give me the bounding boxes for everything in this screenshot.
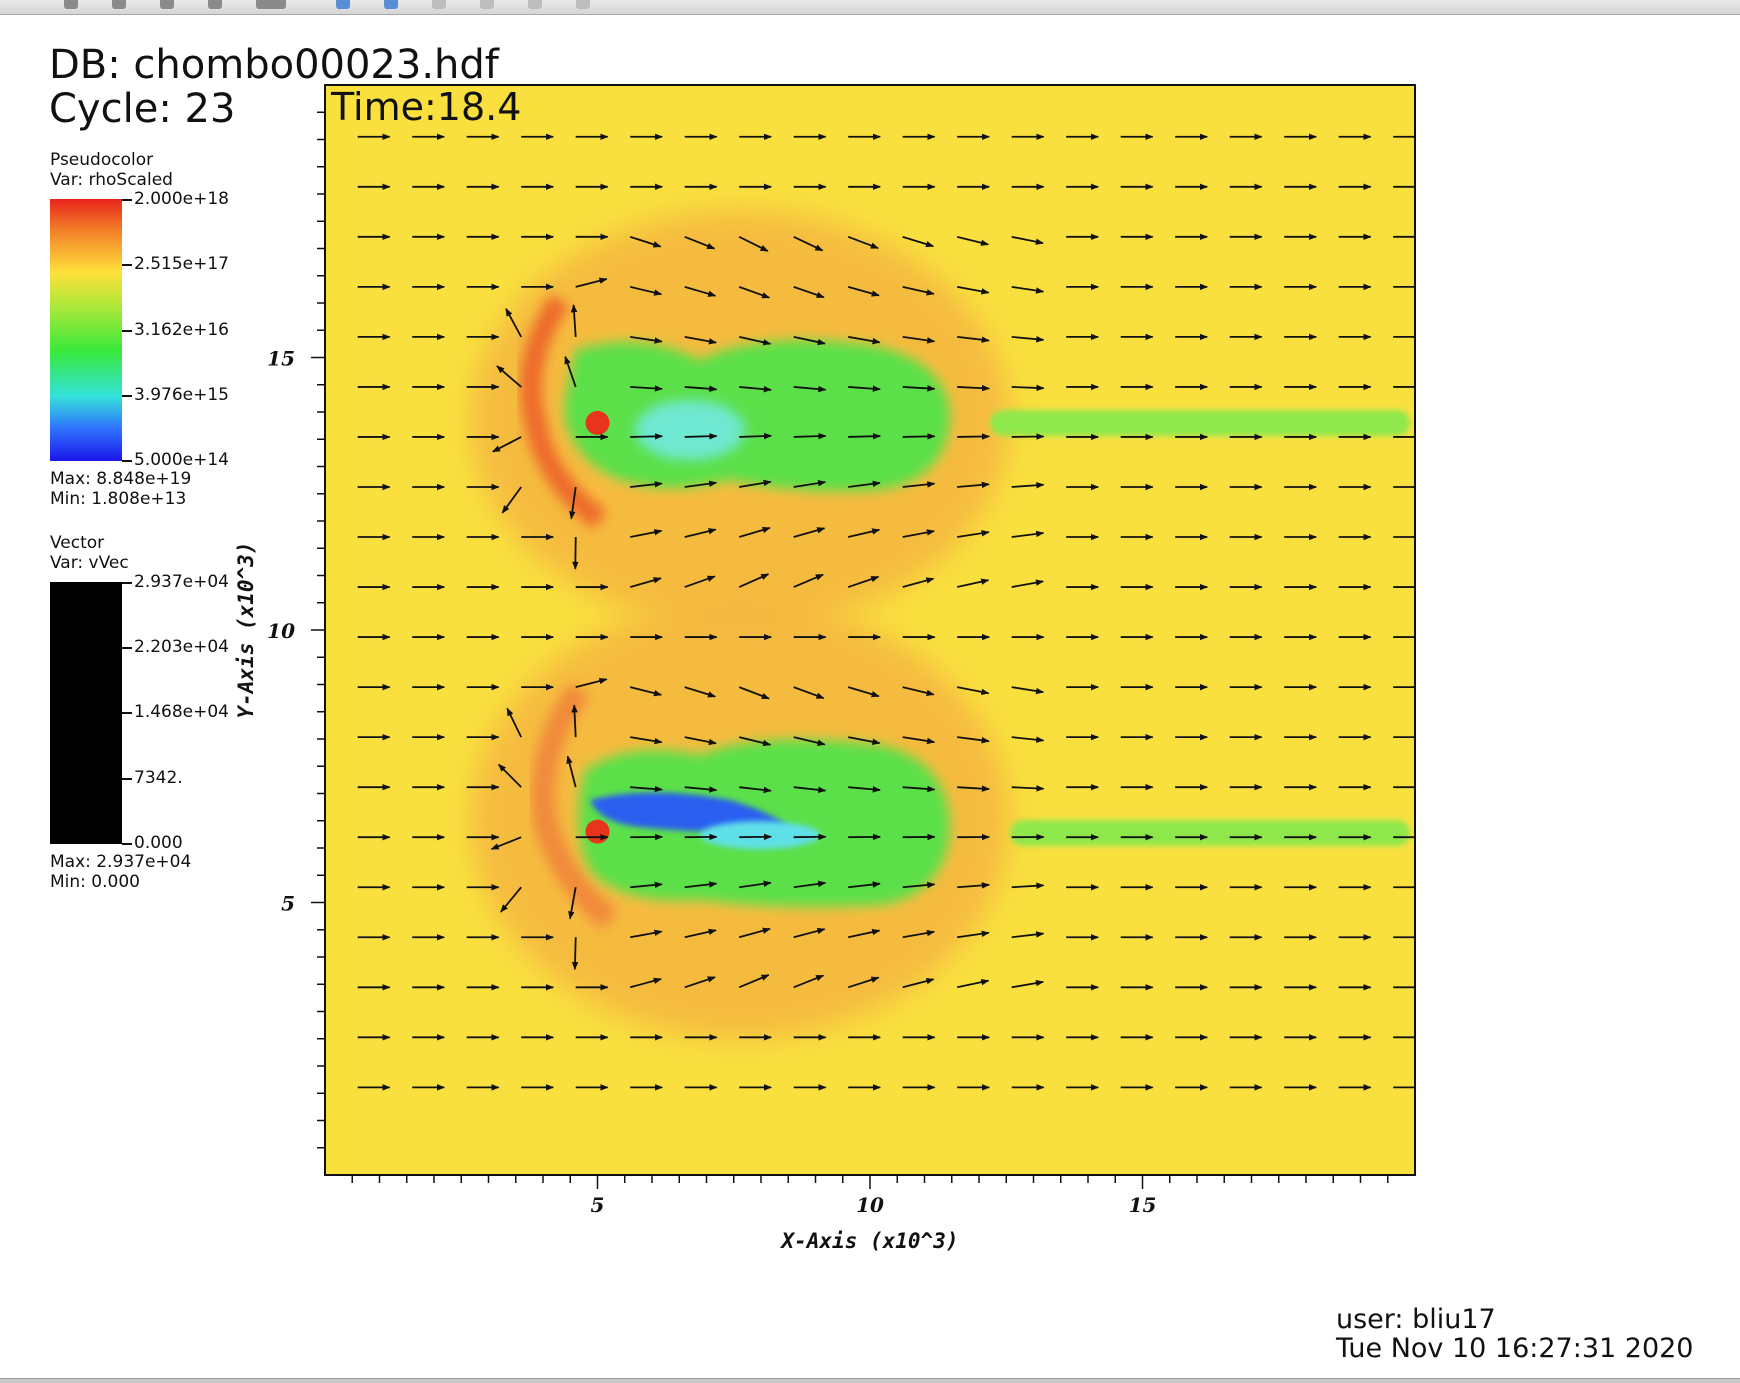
vector-arrow xyxy=(685,436,717,437)
pseudocolor-max: Max: 8.848e+19 xyxy=(50,471,191,488)
cycle-label: Cycle: 23 xyxy=(49,89,235,129)
pseudocolor-tick-label: 5.000e+14 xyxy=(134,452,229,469)
y-tick-label: 10 xyxy=(267,619,295,643)
y-axis-label: Y-Axis (x10^3) xyxy=(234,541,258,718)
pseudocolor-tick-label: 2.515e+17 xyxy=(134,256,229,273)
pseudocolor-legend-title: Pseudocolor xyxy=(50,152,153,169)
vector-tick-label: 1.468e+04 xyxy=(134,704,229,721)
colorbar-tick xyxy=(122,582,132,584)
source-core xyxy=(586,411,610,435)
vector-arrow xyxy=(575,937,576,969)
pseudocolor-legend-var: Var: rhoScaled xyxy=(50,172,173,189)
vector-max: Max: 2.937e+04 xyxy=(50,854,191,871)
pseudocolor-colorbar xyxy=(50,199,122,461)
colorbar-tick xyxy=(122,843,132,845)
vector-min: Min: 0.000 xyxy=(50,874,140,891)
timestamp-label: Tue Nov 10 16:27:31 2020 xyxy=(1336,1335,1693,1362)
x-tick-label: 10 xyxy=(856,1193,884,1217)
vector-arrow xyxy=(957,436,989,437)
vector-legend-var: Var: vVec xyxy=(50,555,129,572)
heatmap xyxy=(325,85,1425,1175)
vector-arrow xyxy=(630,436,662,437)
colorbar-tick xyxy=(122,199,132,201)
vector-tick-label: 2.937e+04 xyxy=(134,574,229,591)
x-tick-label: 5 xyxy=(591,1193,605,1217)
y-tick-label: 15 xyxy=(267,347,295,371)
source-core xyxy=(586,820,610,844)
vector-arrow xyxy=(1012,387,1044,388)
vector-arrow xyxy=(903,436,935,437)
vector-tick-label: 7342. xyxy=(134,770,183,787)
colorbar-tick xyxy=(122,712,132,714)
y-axis: 5 10 15 xyxy=(267,112,325,1148)
vector-arrow xyxy=(848,436,880,437)
pseudocolor-tick-label: 3.162e+16 xyxy=(134,322,229,339)
time-label: Time:18.4 xyxy=(331,88,521,126)
user-label: user: bliu17 xyxy=(1336,1306,1496,1333)
vector-tick-label: 2.203e+04 xyxy=(134,639,229,656)
colorbar-tick xyxy=(122,264,132,266)
database-title: DB: chombo00023.hdf xyxy=(49,45,499,85)
vector-arrow xyxy=(794,436,826,437)
x-axis: 5 10 15 xyxy=(352,1175,1388,1217)
y-tick-label: 5 xyxy=(281,892,295,916)
vector-legend-title: Vector xyxy=(50,535,104,552)
colorbar-tick xyxy=(122,647,132,649)
colorbar-tick xyxy=(122,460,132,462)
colorbar-tick xyxy=(122,330,132,332)
vector-arrow xyxy=(739,436,771,437)
colorbar-tick xyxy=(122,395,132,397)
colorbar-tick xyxy=(122,778,132,780)
vector-tick-label: 0.000 xyxy=(134,835,183,852)
x-tick-label: 15 xyxy=(1129,1193,1157,1217)
x-axis-label: X-Axis (x10^3) xyxy=(779,1229,958,1253)
pseudocolor-tick-label: 2.000e+18 xyxy=(134,191,229,208)
pseudocolor-tick-label: 3.976e+15 xyxy=(134,387,229,404)
status-bar xyxy=(0,1378,1740,1383)
pseudocolor-min: Min: 1.808e+13 xyxy=(50,491,186,508)
vector-colorbar xyxy=(50,582,122,844)
